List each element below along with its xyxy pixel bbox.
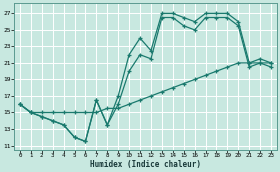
X-axis label: Humidex (Indice chaleur): Humidex (Indice chaleur) — [90, 159, 201, 169]
